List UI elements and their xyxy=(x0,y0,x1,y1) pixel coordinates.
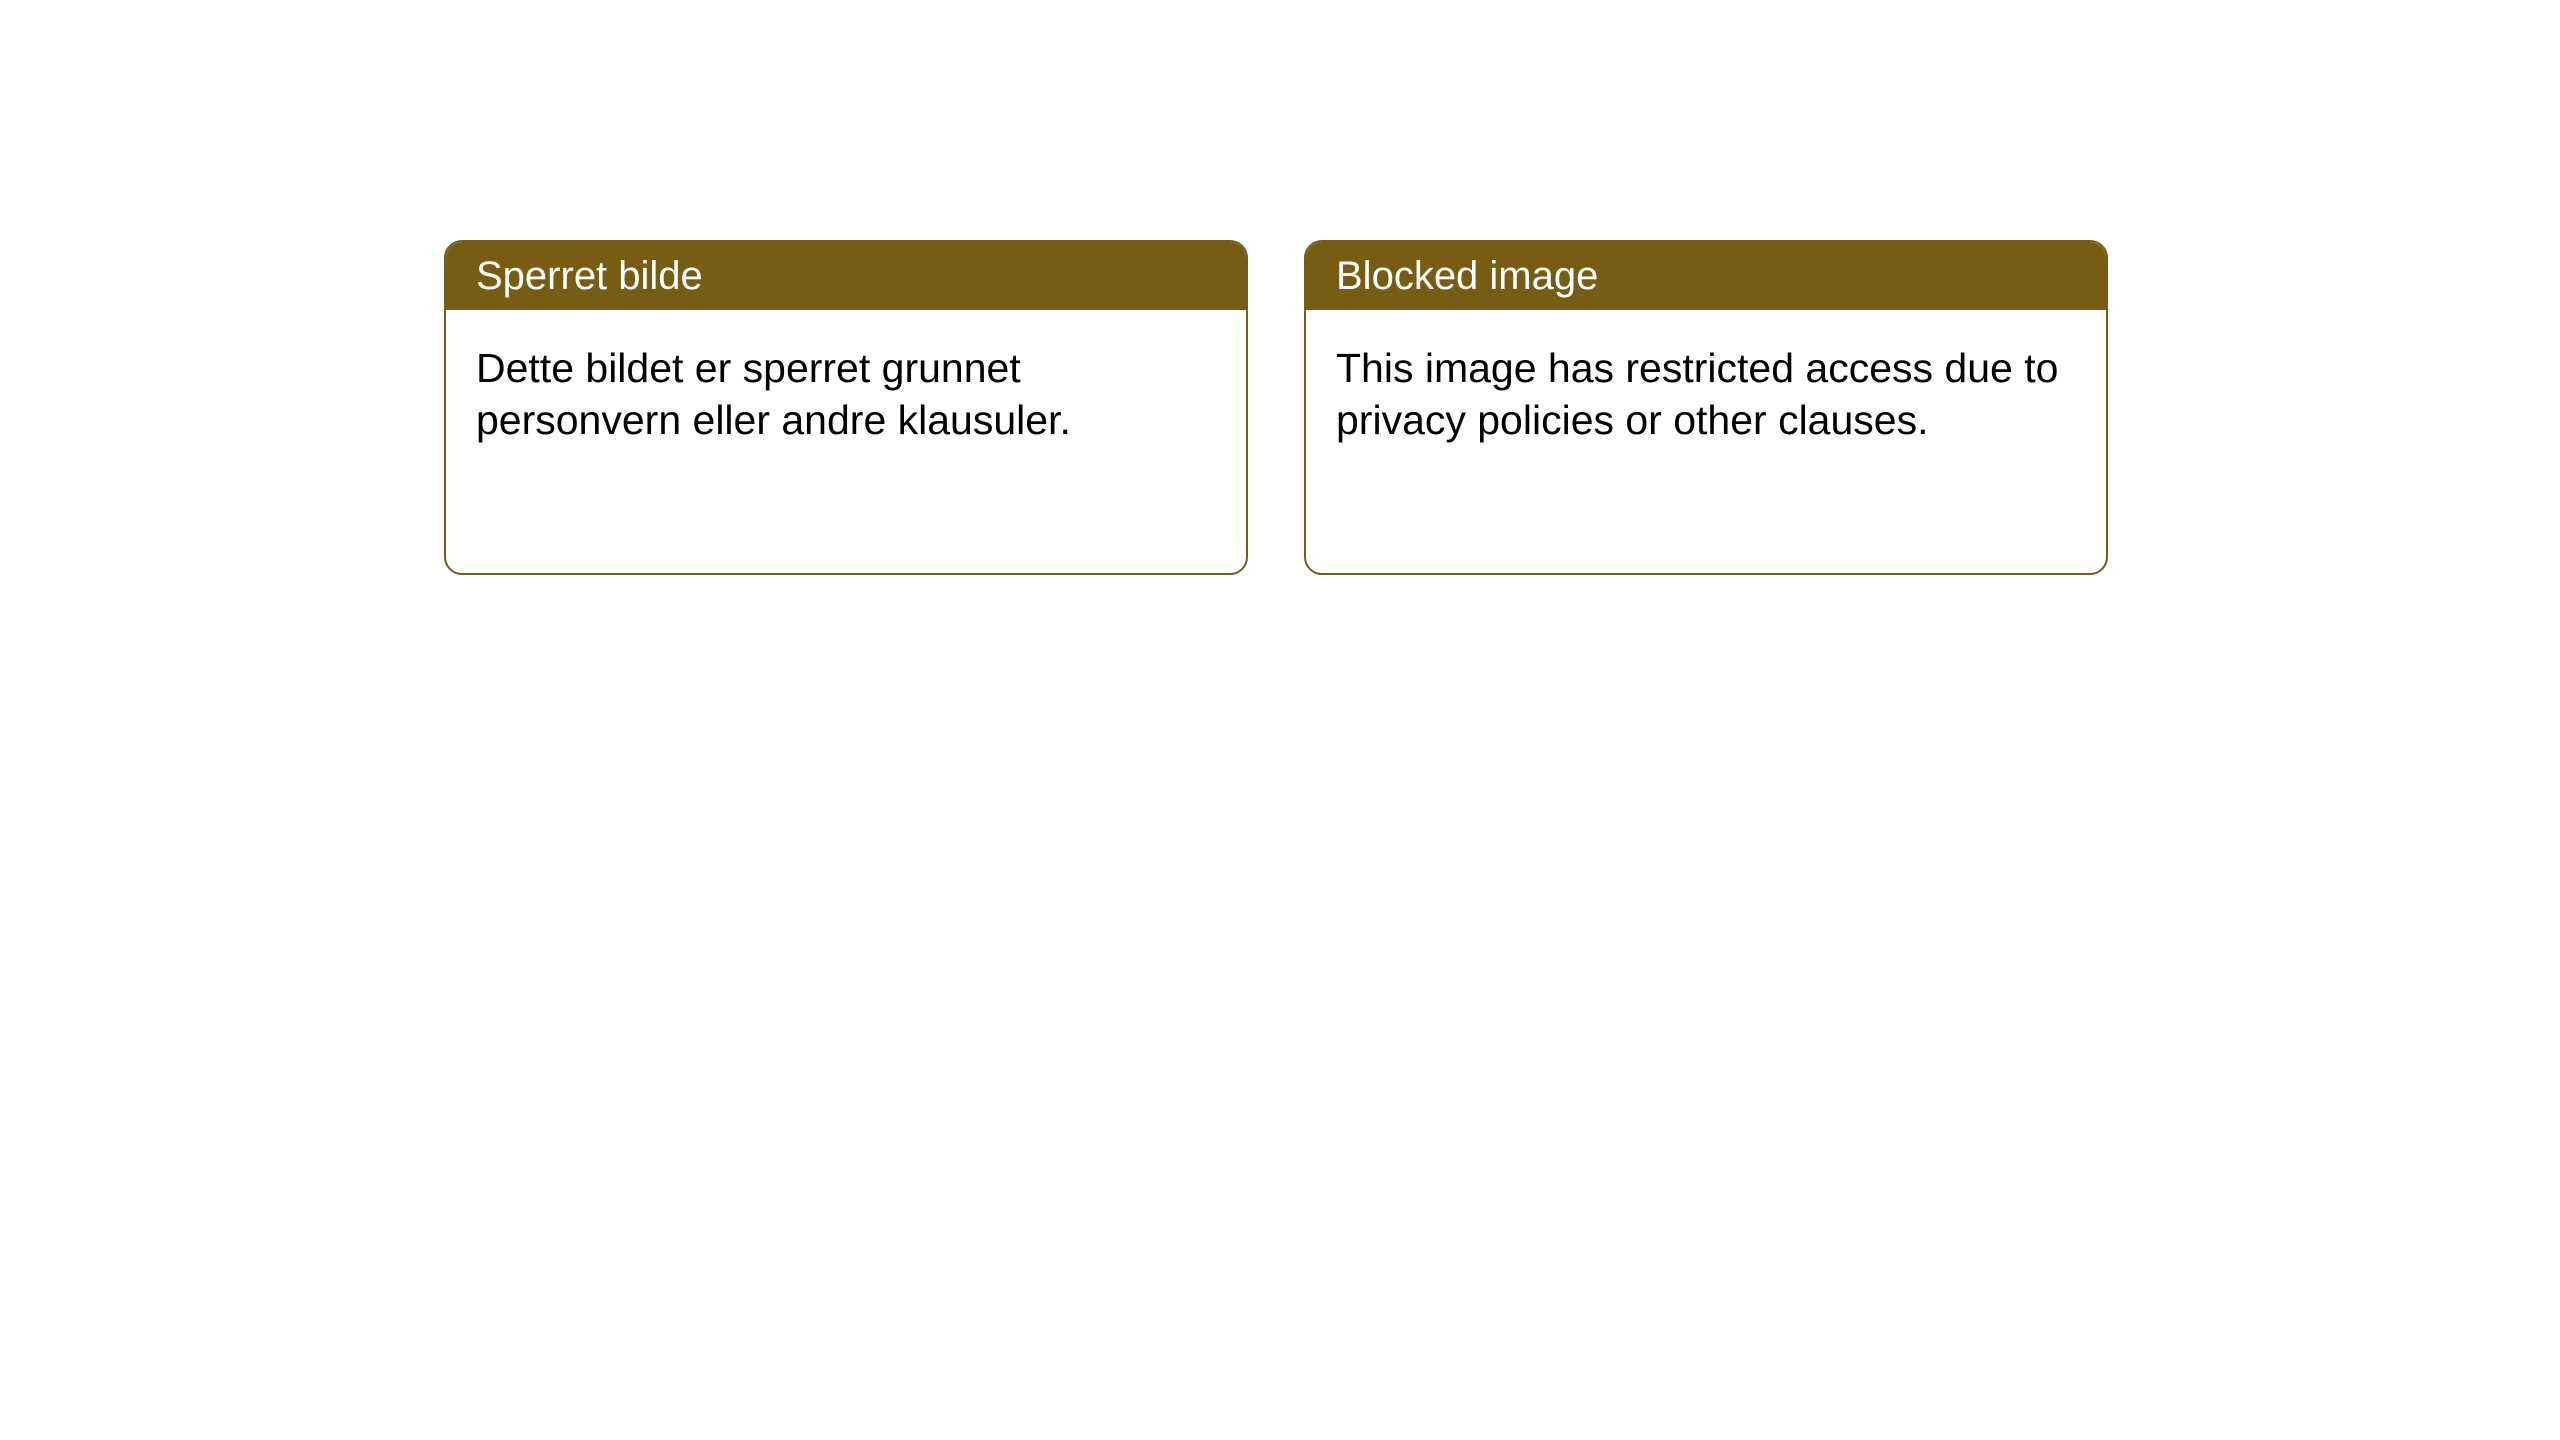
notice-card-body: This image has restricted access due to … xyxy=(1306,310,2106,479)
notice-card-english: Blocked image This image has restricted … xyxy=(1304,240,2108,575)
notice-card-title: Sperret bilde xyxy=(446,242,1246,310)
notice-card-container: Sperret bilde Dette bildet er sperret gr… xyxy=(444,240,2108,575)
notice-card-body: Dette bildet er sperret grunnet personve… xyxy=(446,310,1246,479)
notice-card-norwegian: Sperret bilde Dette bildet er sperret gr… xyxy=(444,240,1248,575)
notice-card-title: Blocked image xyxy=(1306,242,2106,310)
